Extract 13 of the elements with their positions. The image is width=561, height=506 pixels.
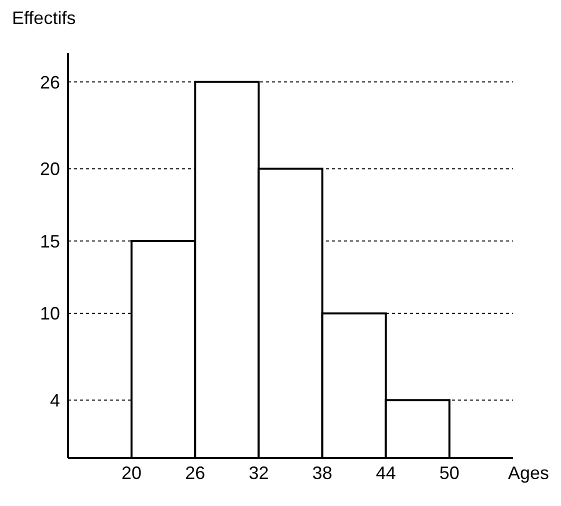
x-tick-label: 50: [439, 462, 460, 483]
y-axis-title: Effectifs: [12, 8, 76, 29]
y-tick-label: 15: [40, 231, 60, 252]
x-tick-label: 26: [185, 462, 206, 483]
x-tick-label: 38: [312, 462, 332, 483]
y-tick-label: 4: [50, 390, 60, 411]
y-tick-label: 20: [40, 159, 60, 180]
x-tick-label: 32: [248, 462, 269, 483]
y-tick-label: 10: [40, 304, 60, 324]
x-axis-title: Ages: [508, 463, 550, 484]
x-tick-label: 20: [122, 462, 142, 483]
y-tick-label: 26: [40, 72, 60, 92]
x-tick-label: 44: [376, 462, 396, 483]
